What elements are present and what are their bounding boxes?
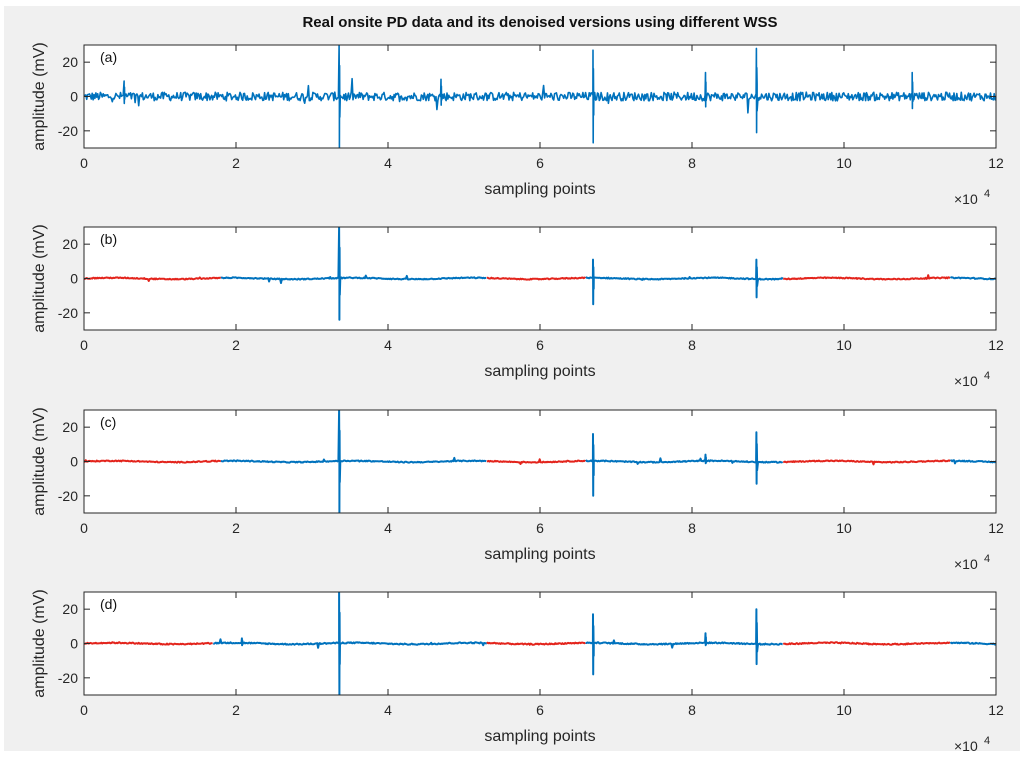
x-tick-label: 8 (688, 520, 696, 536)
series-2-segment-0 (950, 459, 996, 465)
x-tick-label: 4 (384, 520, 392, 536)
y-tick-label: -20 (58, 670, 78, 686)
x-tick-label: 0 (80, 337, 88, 353)
y-axis-label: amplitude (mV) (31, 42, 48, 150)
x-tick-label: 6 (536, 702, 544, 718)
x-tick-label: 10 (836, 702, 852, 718)
x-tick-label: 2 (232, 155, 240, 171)
x-exponent-power: 4 (984, 188, 990, 200)
x-tick-label: 0 (80, 702, 88, 718)
x-axis-label: sampling points (484, 728, 595, 745)
series-0-segment-0 (220, 410, 487, 513)
y-axis-label: amplitude (mV) (31, 589, 48, 697)
y-tick-label: 0 (70, 636, 78, 652)
x-tick-label: 6 (536, 520, 544, 536)
series-1-segment-2 (782, 641, 951, 646)
panel-label: (d) (100, 596, 117, 612)
y-axis-label: amplitude (mV) (31, 224, 48, 332)
x-exponent-label: ×10 (954, 191, 978, 207)
y-tick-label: 0 (70, 89, 78, 105)
plot-area (84, 227, 996, 321)
x-tick-label: 2 (232, 702, 240, 718)
x-tick-label: 0 (80, 155, 88, 171)
y-tick-label: -20 (58, 123, 78, 139)
x-axis-label: sampling points (484, 181, 595, 198)
x-axis-label: sampling points (484, 363, 595, 380)
series-1-segment-1 (486, 276, 586, 281)
x-tick-label: 10 (836, 337, 852, 353)
x-tick-label: 10 (836, 520, 852, 536)
x-tick-label: 2 (232, 337, 240, 353)
y-tick-label: 0 (70, 271, 78, 287)
x-tick-label: 10 (836, 155, 852, 171)
series-1-segment-0 (84, 641, 213, 646)
series-1-segment-2 (783, 459, 951, 466)
x-tick-label: 8 (688, 337, 696, 353)
x-tick-label: 12 (988, 702, 1004, 718)
figure-title: Real onsite PD data and its denoised ver… (302, 14, 778, 31)
x-tick-label: 8 (688, 702, 696, 718)
y-tick-label: -20 (58, 305, 78, 321)
x-tick-label: 4 (384, 155, 392, 171)
y-tick-label: 20 (62, 601, 78, 617)
y-tick-label: 0 (70, 454, 78, 470)
series-2-segment-0 (949, 641, 996, 646)
x-exponent-power: 4 (984, 370, 990, 382)
series-0-segment-0 (84, 45, 996, 148)
series-0-segment-0 (212, 592, 487, 695)
series-0-segment-0 (220, 227, 487, 321)
x-tick-label: 12 (988, 520, 1004, 536)
x-tick-label: 8 (688, 155, 696, 171)
series-0-segment-1 (584, 258, 784, 306)
series-1-segment-0 (84, 459, 221, 464)
y-tick-label: 20 (62, 419, 78, 435)
panel-label: (a) (100, 49, 117, 65)
panel-label: (b) (100, 231, 117, 247)
y-tick-label: 20 (62, 54, 78, 70)
series-1-segment-2 (782, 274, 951, 281)
x-tick-label: 2 (232, 520, 240, 536)
plot-area (84, 410, 996, 513)
x-tick-label: 6 (536, 337, 544, 353)
x-axis-label: sampling points (484, 546, 595, 563)
series-1-segment-1 (486, 641, 586, 646)
x-exponent-power: 4 (984, 735, 990, 747)
x-tick-label: 12 (988, 337, 1004, 353)
y-tick-label: -20 (58, 488, 78, 504)
series-1-segment-0 (84, 276, 221, 282)
x-exponent-label: ×10 (954, 738, 978, 754)
series-0-segment-1 (585, 608, 783, 676)
series-1-segment-1 (486, 458, 586, 465)
y-tick-label: 20 (62, 236, 78, 252)
x-exponent-label: ×10 (954, 373, 978, 389)
series-0-segment-1 (584, 431, 784, 497)
x-tick-label: 4 (384, 337, 392, 353)
plot-area (84, 592, 996, 695)
x-tick-label: 12 (988, 155, 1004, 171)
y-axis-label: amplitude (mV) (31, 407, 48, 515)
panel-label: (c) (100, 414, 116, 430)
x-exponent-label: ×10 (954, 556, 978, 572)
x-tick-label: 0 (80, 520, 88, 536)
series-2-segment-0 (949, 276, 996, 281)
x-tick-label: 6 (536, 155, 544, 171)
plot-area (84, 45, 996, 148)
x-exponent-power: 4 (984, 553, 990, 565)
x-tick-label: 4 (384, 702, 392, 718)
